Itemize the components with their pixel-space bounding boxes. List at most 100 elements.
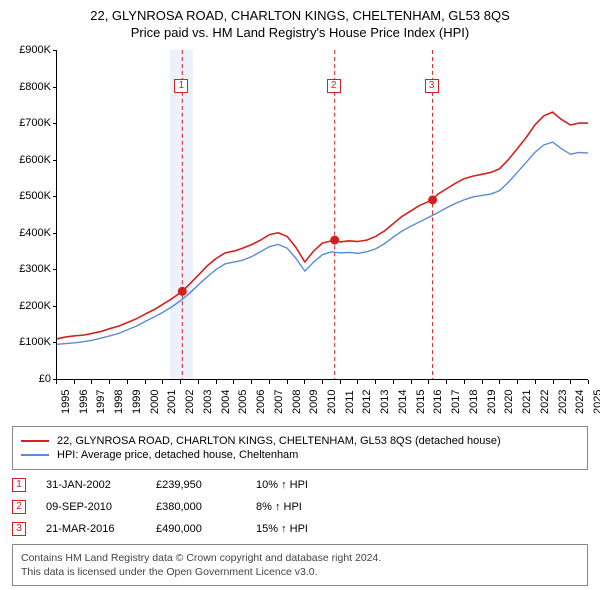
x-axis-label: 2010 xyxy=(326,390,338,414)
title-main: 22, GLYNROSA ROAD, CHARLTON KINGS, CHELT… xyxy=(10,8,590,23)
legend-row: 22, GLYNROSA ROAD, CHARLTON KINGS, CHELT… xyxy=(21,435,579,447)
x-axis-tick xyxy=(428,380,429,384)
x-axis-tick xyxy=(322,380,323,384)
x-axis-label: 2002 xyxy=(184,390,196,414)
x-axis-tick xyxy=(74,380,75,384)
x-axis-label: 2015 xyxy=(415,390,427,414)
sale-marker-3: 3 xyxy=(425,79,439,93)
x-axis-tick xyxy=(411,380,412,384)
event-pct: 8% ↑ HPI xyxy=(256,501,302,513)
x-axis-tick xyxy=(446,380,447,384)
x-axis-label: 1998 xyxy=(113,390,125,414)
y-axis-label: £800K xyxy=(19,81,51,93)
events-table: 131-JAN-2002£239,95010% ↑ HPI209-SEP-201… xyxy=(12,478,588,536)
x-axis-label: 2003 xyxy=(202,390,214,414)
x-axis-tick xyxy=(482,380,483,384)
x-axis-tick xyxy=(340,380,341,384)
x-axis-tick xyxy=(464,380,465,384)
y-axis-label: £600K xyxy=(19,154,51,166)
x-axis-label: 2008 xyxy=(291,390,303,414)
x-axis-tick xyxy=(56,380,57,384)
legend-label: HPI: Average price, detached house, Chel… xyxy=(57,449,298,461)
x-axis-tick xyxy=(145,380,146,384)
sale-marker-2: 2 xyxy=(327,79,341,93)
x-axis-tick xyxy=(180,380,181,384)
x-axis-label: 2022 xyxy=(539,390,551,414)
x-axis-label: 1996 xyxy=(78,390,90,414)
legend-swatch xyxy=(21,440,49,442)
x-axis-label: 2011 xyxy=(344,390,356,414)
chart-plot-area: £0£100K£200K£300K£400K£500K£600K£700K£80… xyxy=(56,50,588,380)
x-axis-tick xyxy=(588,380,589,384)
x-axis-tick xyxy=(91,380,92,384)
x-axis-label: 2004 xyxy=(220,390,232,414)
y-axis-tick xyxy=(53,123,57,124)
x-axis-label: 2005 xyxy=(237,390,249,414)
y-axis-label: £700K xyxy=(19,117,51,129)
event-row: 209-SEP-2010£380,0008% ↑ HPI xyxy=(12,500,588,514)
series-price_paid xyxy=(57,112,588,339)
y-axis-tick xyxy=(53,196,57,197)
y-axis-label: £100K xyxy=(19,336,51,348)
x-axis-tick xyxy=(216,380,217,384)
x-axis-label: 2014 xyxy=(397,390,409,414)
y-axis-label: £0 xyxy=(39,373,51,385)
x-axis-label: 2006 xyxy=(255,390,267,414)
legend-swatch xyxy=(21,454,49,456)
event-pct: 15% ↑ HPI xyxy=(256,523,308,535)
event-marker: 3 xyxy=(12,522,26,536)
x-axis-tick xyxy=(251,380,252,384)
y-axis-label: £400K xyxy=(19,227,51,239)
x-axis-tick xyxy=(304,380,305,384)
event-pct: 10% ↑ HPI xyxy=(256,479,308,491)
y-axis-tick xyxy=(53,50,57,51)
x-axis-tick xyxy=(357,380,358,384)
x-axis-label: 2024 xyxy=(574,390,586,414)
x-axis-tick xyxy=(535,380,536,384)
y-axis-label: £500K xyxy=(19,190,51,202)
x-axis-label: 2019 xyxy=(486,390,498,414)
x-axis-label: 2012 xyxy=(361,390,373,414)
legend-row: HPI: Average price, detached house, Chel… xyxy=(21,449,579,461)
footer-attribution: Contains HM Land Registry data © Crown c… xyxy=(12,544,588,586)
x-axis-label: 2013 xyxy=(379,390,391,414)
legend-label: 22, GLYNROSA ROAD, CHARLTON KINGS, CHELT… xyxy=(57,435,501,447)
x-axis-label: 2001 xyxy=(166,390,178,414)
sale-marker-1: 1 xyxy=(174,79,188,93)
x-axis-tick xyxy=(198,380,199,384)
event-marker: 2 xyxy=(12,500,26,514)
x-axis-label: 2016 xyxy=(432,390,444,414)
event-row: 131-JAN-2002£239,95010% ↑ HPI xyxy=(12,478,588,492)
x-axis-tick xyxy=(233,380,234,384)
footer-line-2: This data is licensed under the Open Gov… xyxy=(21,565,579,579)
x-axis-label: 1997 xyxy=(95,390,107,414)
x-axis-tick xyxy=(553,380,554,384)
x-axis-label: 2023 xyxy=(557,390,569,414)
y-axis-label: £300K xyxy=(19,263,51,275)
x-axis-tick xyxy=(287,380,288,384)
title-sub: Price paid vs. HM Land Registry's House … xyxy=(10,25,590,40)
x-axis-labels: 1995199619971998199920002001200220032004… xyxy=(56,384,588,418)
x-axis-tick xyxy=(127,380,128,384)
x-axis-label: 2009 xyxy=(308,390,320,414)
x-axis-label: 1995 xyxy=(60,390,72,414)
x-axis-label: 2018 xyxy=(468,390,480,414)
y-axis-tick xyxy=(53,233,57,234)
x-axis-label: 2007 xyxy=(273,390,285,414)
event-date: 31-JAN-2002 xyxy=(46,479,136,491)
y-axis-tick xyxy=(53,269,57,270)
title-block: 22, GLYNROSA ROAD, CHARLTON KINGS, CHELT… xyxy=(0,0,600,44)
event-date: 21-MAR-2016 xyxy=(46,523,136,535)
x-axis-label: 2017 xyxy=(450,390,462,414)
event-row: 321-MAR-2016£490,00015% ↑ HPI xyxy=(12,522,588,536)
x-axis-label: 2020 xyxy=(503,390,515,414)
x-axis-label: 2000 xyxy=(149,390,161,414)
event-price: £239,950 xyxy=(156,479,236,491)
x-axis-label: 2021 xyxy=(521,390,533,414)
chart-container: 22, GLYNROSA ROAD, CHARLTON KINGS, CHELT… xyxy=(0,0,600,590)
x-axis-tick xyxy=(162,380,163,384)
x-axis-tick xyxy=(109,380,110,384)
x-axis-tick xyxy=(499,380,500,384)
y-axis-tick xyxy=(53,87,57,88)
x-axis-tick xyxy=(375,380,376,384)
